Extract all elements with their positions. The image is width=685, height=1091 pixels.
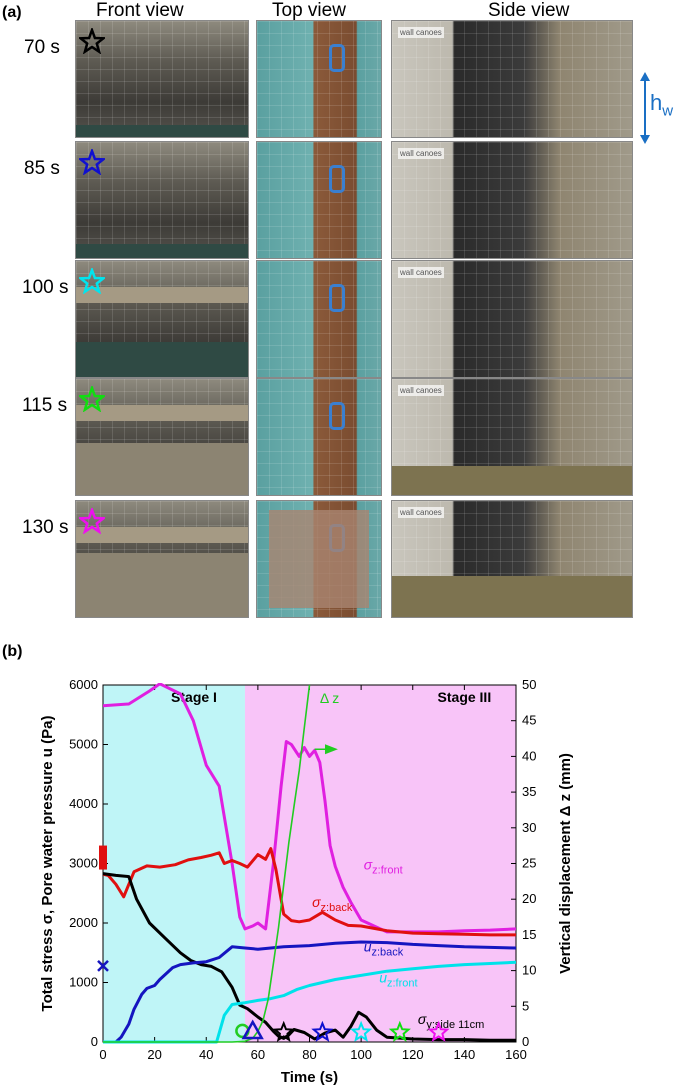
y-right-tick-label: 20 bbox=[522, 891, 536, 906]
y-right-tick-label: 45 bbox=[522, 713, 536, 728]
star-icon-4 bbox=[79, 508, 105, 534]
front-view-photo bbox=[75, 141, 249, 259]
star-70 bbox=[272, 1020, 295, 1042]
star-130 bbox=[427, 1020, 450, 1042]
star-100 bbox=[350, 1020, 373, 1042]
y-right-tick-label: 30 bbox=[522, 820, 536, 835]
series-label: uz:back bbox=[364, 939, 404, 959]
x-tick-label: 20 bbox=[147, 1047, 161, 1062]
triangle-marker bbox=[241, 1019, 264, 1040]
star-85 bbox=[311, 1020, 334, 1042]
y-right-tick-label: 40 bbox=[522, 748, 536, 763]
y-left-tick-label: 4000 bbox=[69, 796, 98, 811]
y-left-tick-label: 5000 bbox=[69, 737, 98, 752]
delta-z-arrow-head bbox=[324, 744, 338, 755]
series-label: σz:front bbox=[364, 856, 403, 876]
y-right-axis-label: Vertical displacement Δ z (mm) bbox=[557, 753, 574, 974]
time-label-0: 70 s bbox=[24, 37, 60, 58]
top-view-photo bbox=[256, 260, 382, 378]
top-view-photo bbox=[256, 378, 382, 496]
side-photo-tag: wall canoes bbox=[398, 27, 444, 38]
time-label-1: 85 s bbox=[24, 158, 60, 179]
series-label: Δ z bbox=[320, 690, 339, 706]
front-view-photo bbox=[75, 378, 249, 496]
y-left-tick-label: 3000 bbox=[69, 856, 98, 871]
top-view-photo bbox=[256, 500, 382, 618]
series-u-z-front bbox=[103, 960, 516, 1044]
series-sigma-z-back bbox=[103, 847, 516, 937]
column-heading-front: Front view bbox=[96, 0, 184, 21]
x-tick-label: 60 bbox=[251, 1047, 265, 1062]
side-photo-tag: wall canoes bbox=[398, 385, 444, 396]
x-tick-label: 100 bbox=[350, 1047, 372, 1062]
x-axis-label: Time (s) bbox=[281, 1069, 338, 1086]
series-sigma-z-front bbox=[103, 683, 516, 934]
top-view-photo bbox=[256, 141, 382, 259]
y-right-tick-label: 10 bbox=[522, 963, 536, 978]
x-tick-label: 120 bbox=[402, 1047, 424, 1062]
initial-sigma-back-marker bbox=[99, 845, 107, 870]
time-label-3: 115 s bbox=[22, 395, 68, 416]
series-u-z-back bbox=[103, 940, 516, 1044]
y-right-tick-label: 25 bbox=[522, 856, 536, 871]
x-tick-label: 0 bbox=[99, 1047, 106, 1062]
x-tick-label: 160 bbox=[505, 1047, 527, 1062]
star-icon-3 bbox=[79, 386, 105, 412]
star-icon-2 bbox=[79, 268, 105, 294]
star-115 bbox=[388, 1020, 411, 1042]
y-right-tick-label: 35 bbox=[522, 784, 536, 799]
y-left-axis-label: Total stress σ, Pore water pressure u (P… bbox=[39, 716, 56, 1012]
panel-a-label: (a) bbox=[2, 4, 22, 21]
star-icon-1 bbox=[79, 149, 105, 175]
side-view-photo: wall canoes bbox=[391, 20, 633, 138]
side-view-photo: wall canoes bbox=[391, 141, 633, 259]
y-left-tick-label: 1000 bbox=[69, 975, 98, 990]
series-label: uz:front bbox=[379, 970, 417, 990]
y-right-tick-label: 15 bbox=[522, 927, 536, 942]
side-photo-tag: wall canoes bbox=[398, 507, 444, 518]
front-view-photo bbox=[75, 260, 249, 378]
top-view-photo bbox=[256, 20, 382, 138]
column-heading-side: Side view bbox=[488, 0, 570, 21]
x-tick-label: 140 bbox=[454, 1047, 476, 1062]
star-icon-0 bbox=[79, 28, 105, 54]
y-left-tick-label: 0 bbox=[91, 1034, 98, 1049]
side-view-photo: wall canoes bbox=[391, 500, 633, 618]
y-right-tick-label: 5 bbox=[522, 998, 529, 1013]
y-left-tick-label: 6000 bbox=[69, 677, 98, 692]
side-view-photo: wall canoes bbox=[391, 378, 633, 496]
front-view-photo bbox=[75, 20, 249, 138]
initial-u-back-marker bbox=[97, 959, 109, 972]
x-tick-label: 40 bbox=[199, 1047, 213, 1062]
side-view-photo: wall canoes bbox=[391, 260, 633, 378]
y-left-tick-label: 2000 bbox=[69, 915, 98, 930]
series-label: σz:back bbox=[312, 894, 353, 914]
hw-label: hw bbox=[650, 90, 674, 120]
side-photo-tag: wall canoes bbox=[398, 148, 444, 159]
series-delta-z bbox=[103, 684, 311, 1043]
y-right-tick-label: 0 bbox=[522, 1034, 529, 1049]
side-photo-tag: wall canoes bbox=[398, 267, 444, 278]
column-heading-top: Top view bbox=[272, 0, 346, 21]
stage-label: Stage III bbox=[438, 689, 492, 705]
panel-b-label: (b) bbox=[2, 643, 23, 660]
y-right-tick-label: 50 bbox=[522, 677, 536, 692]
front-view-photo bbox=[75, 500, 249, 618]
hw-arrow bbox=[640, 72, 650, 144]
x-tick-label: 80 bbox=[302, 1047, 316, 1062]
time-label-2: 100 s bbox=[22, 277, 69, 298]
time-label-4: 130 s bbox=[22, 517, 69, 538]
